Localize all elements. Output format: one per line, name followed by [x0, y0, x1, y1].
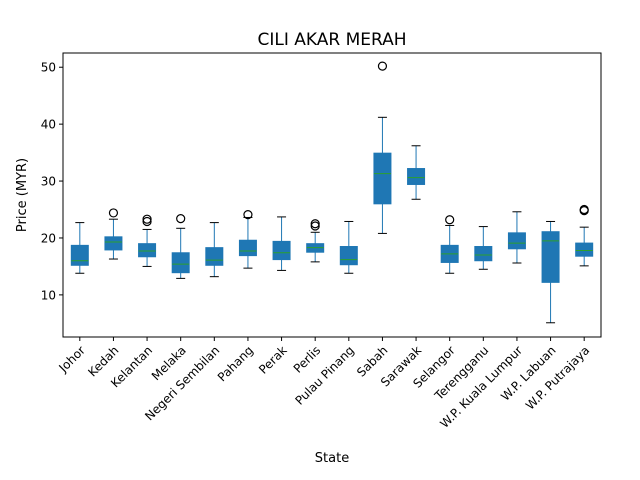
box-group [272, 216, 291, 271]
box-body [541, 231, 560, 283]
outlier-point [310, 221, 320, 231]
y-tick-label: 40 [41, 118, 56, 132]
box-body [339, 246, 358, 266]
box-body [171, 252, 190, 274]
outlier-point [142, 216, 152, 227]
y-tick-label: 10 [41, 288, 56, 302]
outlier-point [176, 214, 186, 224]
box-body [507, 232, 526, 250]
box-body [70, 244, 89, 266]
axes-frame [62, 52, 602, 338]
box-group [238, 210, 257, 269]
outlier-point [377, 61, 388, 71]
y-axis-label: Price (MYR) [15, 158, 30, 232]
box-group [474, 226, 493, 270]
y-axis: 10 20 30 40 50 [41, 61, 63, 302]
outlier-point [243, 210, 253, 220]
box-group [507, 211, 526, 264]
y-tick-label: 50 [41, 61, 56, 75]
box-group [171, 214, 190, 279]
box-body [407, 168, 426, 185]
box-body [272, 240, 291, 261]
box-group [575, 204, 594, 267]
outlier-point [108, 208, 119, 218]
chart-title: CILI AKAR MERAH [257, 30, 406, 50]
box-body [104, 236, 123, 251]
box-group [205, 222, 224, 278]
outlier-point [142, 214, 152, 224]
outlier-point [310, 219, 320, 229]
box-group [440, 215, 459, 274]
box-body [474, 246, 493, 262]
outlier-point [579, 204, 589, 215]
box-group [70, 222, 89, 274]
y-tick-label: 20 [41, 231, 56, 245]
box-body [205, 247, 224, 266]
plot-area [70, 61, 594, 324]
box-group [339, 220, 358, 274]
box-group [138, 214, 157, 267]
x-axis-label: State [315, 451, 349, 466]
box-group [407, 145, 426, 200]
box-group [373, 61, 392, 234]
box-group [541, 220, 560, 324]
y-tick-label: 30 [41, 175, 56, 189]
box-body [575, 242, 594, 257]
box-group [104, 208, 123, 260]
box-group [306, 219, 325, 263]
box-body [238, 239, 257, 257]
box-body [138, 243, 157, 258]
box-body [373, 152, 392, 205]
outlier-point [445, 215, 455, 225]
